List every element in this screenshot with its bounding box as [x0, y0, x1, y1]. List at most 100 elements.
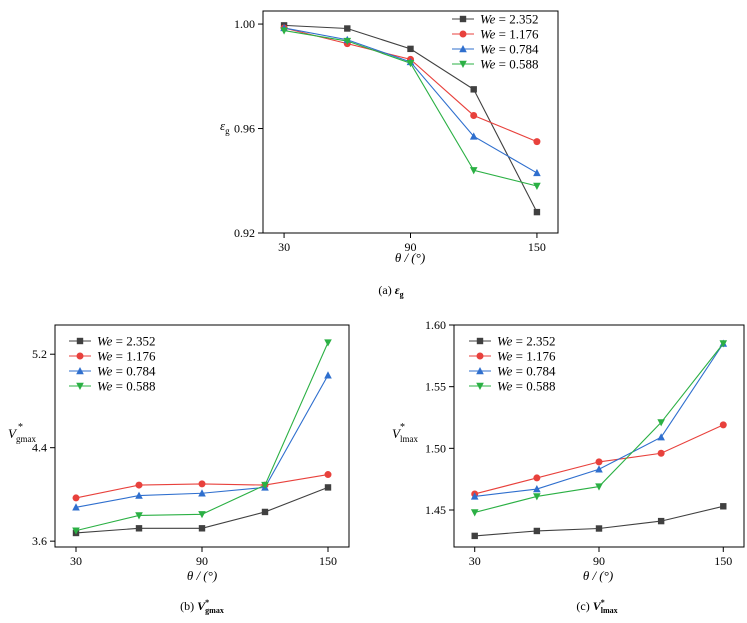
data-point — [595, 483, 603, 491]
legend-entry: We = 2.352 — [480, 12, 539, 27]
data-point — [595, 465, 603, 473]
legend-entry: We = 2.352 — [97, 334, 156, 349]
data-point — [72, 494, 80, 502]
data-point — [407, 45, 414, 53]
data-point — [720, 503, 727, 510]
data-point — [135, 512, 143, 520]
y-tick-label: 1.45 — [425, 503, 446, 517]
legend-entry: We = 1.176 — [97, 349, 156, 364]
data-point — [595, 458, 603, 466]
legend-entry: We = 0.784 — [497, 364, 556, 379]
data-point — [135, 525, 143, 532]
legend-entry: We = 0.588 — [497, 379, 556, 394]
data-point — [657, 449, 665, 457]
data-point — [72, 527, 80, 535]
legend-entry: We = 0.588 — [480, 57, 539, 72]
legend-marker — [459, 60, 467, 68]
x-tick-label: 30 — [469, 554, 481, 568]
data-point — [343, 37, 352, 46]
data-point — [261, 508, 269, 516]
legend-marker — [476, 382, 484, 390]
data-point — [344, 25, 351, 32]
legend-entry: We = 0.784 — [480, 42, 539, 57]
legend-marker — [476, 337, 484, 345]
data-point — [533, 168, 541, 177]
x-tick-label: 30 — [70, 554, 82, 568]
y-tick-label: 0.96 — [234, 122, 255, 136]
data-point — [324, 471, 332, 479]
x-axis-label: θ / (°) — [583, 568, 613, 583]
legend-entry: We = 1.176 — [480, 27, 539, 42]
data-point — [324, 484, 332, 491]
data-point — [657, 517, 665, 525]
y-axis-label: εg — [220, 118, 230, 136]
data-point — [470, 111, 478, 119]
data-point — [657, 433, 665, 441]
legend-marker — [476, 352, 484, 360]
data-point — [719, 421, 727, 429]
legend-marker — [459, 45, 467, 53]
legend-entry: We = 0.588 — [97, 379, 156, 394]
x-tick-label: 30 — [278, 240, 290, 254]
data-point — [470, 86, 477, 93]
series-line-2 — [75, 374, 329, 508]
data-point — [470, 492, 479, 500]
data-point — [261, 481, 269, 490]
y-tick-label: 5.2 — [32, 347, 47, 361]
y-tick-label: 0.92 — [234, 226, 255, 240]
data-point — [406, 60, 415, 68]
data-point — [719, 340, 728, 348]
data-point — [135, 481, 143, 489]
y-tick-label: 3.6 — [32, 534, 47, 548]
figure-caption: (a) εg — [378, 283, 403, 299]
x-tick-label: 90 — [405, 240, 417, 254]
x-tick-label: 150 — [319, 554, 337, 568]
data-point — [135, 491, 143, 499]
legend-marker — [459, 30, 467, 38]
y-tick-label: 1.50 — [425, 441, 446, 455]
y-tick-label: 1.60 — [425, 318, 446, 332]
x-axis-label: θ / (°) — [187, 568, 217, 583]
figure-caption: (c) V* lmax — [576, 598, 617, 615]
data-point — [471, 532, 478, 540]
data-point — [324, 371, 332, 379]
data-point — [533, 527, 541, 535]
legend-entry: We = 0.784 — [97, 364, 156, 379]
data-point — [198, 480, 206, 488]
legend-entry: We = 2.352 — [497, 334, 556, 349]
legend-marker — [76, 352, 84, 360]
data-point — [72, 503, 80, 511]
data-point — [469, 132, 478, 140]
legend-marker — [76, 382, 84, 390]
legend-marker — [459, 15, 467, 23]
figure-caption: (b) V* gmax — [180, 598, 224, 615]
x-tick-label: 150 — [528, 240, 546, 254]
data-point — [470, 509, 479, 517]
legend-marker — [476, 367, 484, 375]
y-axis-label: Vlmax* — [392, 422, 418, 444]
y-tick-label: 4.4 — [32, 441, 47, 455]
data-point — [595, 525, 603, 532]
data-point — [533, 138, 541, 146]
data-point — [469, 167, 478, 175]
legend-entry: We = 1.176 — [497, 349, 556, 364]
data-point — [198, 525, 206, 532]
x-tick-label: 90 — [593, 554, 605, 568]
data-point — [533, 485, 541, 493]
data-point — [533, 208, 541, 216]
x-axis-label: θ / (°) — [395, 250, 425, 265]
data-point — [198, 489, 206, 497]
x-tick-label: 150 — [714, 554, 732, 568]
y-tick-label: 1.55 — [425, 380, 446, 394]
data-point — [280, 27, 288, 35]
legend-marker — [76, 337, 84, 345]
data-point — [533, 493, 541, 501]
y-axis-label: Vgmax* — [8, 422, 36, 444]
data-point — [533, 182, 541, 190]
data-point — [198, 511, 206, 519]
y-tick-label: 1.00 — [234, 17, 255, 31]
